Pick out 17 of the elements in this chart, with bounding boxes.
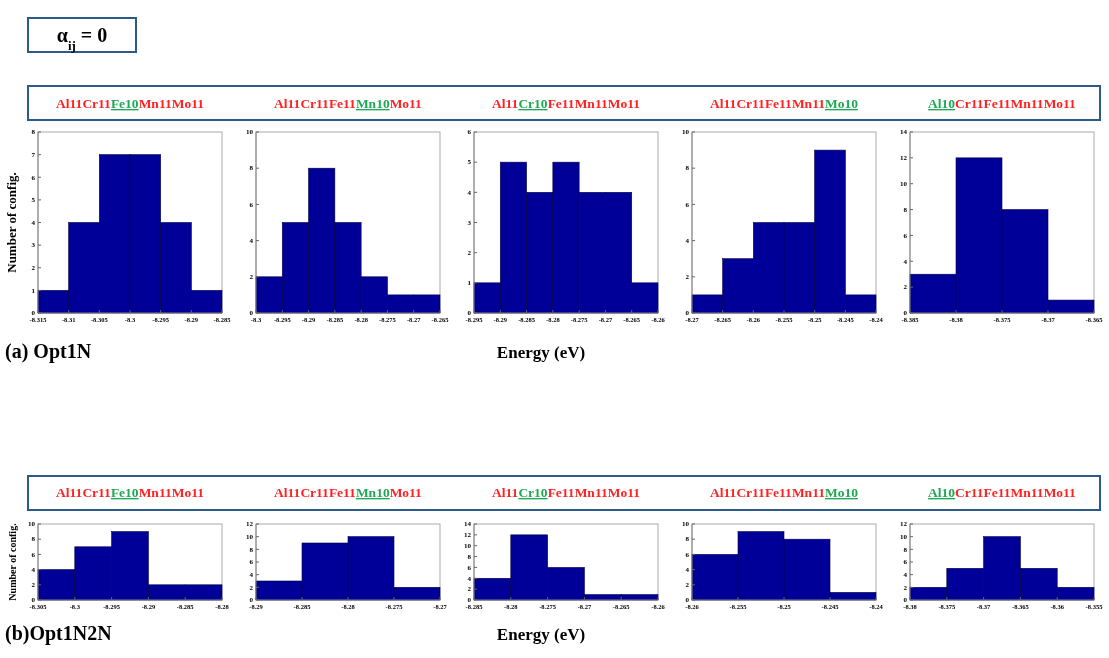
- x-axis-title: Energy (eV): [496, 343, 586, 362]
- text: (a) Opt1N: [5, 340, 92, 363]
- chart-title: Al11Cr11Fe11Mn11Mo10: [710, 485, 859, 500]
- chart-title: Al11Cr10Fe11Mn11Mo11: [492, 485, 641, 500]
- chart-title: Al11Cr11Fe11Mn10Mo11: [274, 96, 423, 111]
- chart-title: Al11Cr10Fe11Mn11Mo11: [492, 96, 641, 111]
- x-axis-title: Energy (eV): [496, 625, 586, 644]
- chart-title: Al11Cr11Fe11Mn10Mo11: [274, 485, 423, 500]
- text: α$_{ij}$ = 0: [56, 24, 108, 53]
- chart-title: Al10Cr11Fe11Mn11Mo11: [928, 485, 1077, 500]
- text: (b)Opt1N2N: [5, 622, 113, 645]
- y-axis-title: Number of config.: [7, 522, 18, 601]
- chart-title: Al11Cr11Fe10Mn11Mo11: [56, 96, 205, 111]
- chart-title: Al11Cr11Fe10Mn11Mo11: [56, 485, 205, 500]
- y-axis-title: Number of config.: [4, 172, 19, 273]
- chart-title: Al10Cr11Fe11Mn11Mo11: [928, 96, 1077, 111]
- chart-title: Al11Cr11Fe11Mn11Mo10: [710, 96, 859, 111]
